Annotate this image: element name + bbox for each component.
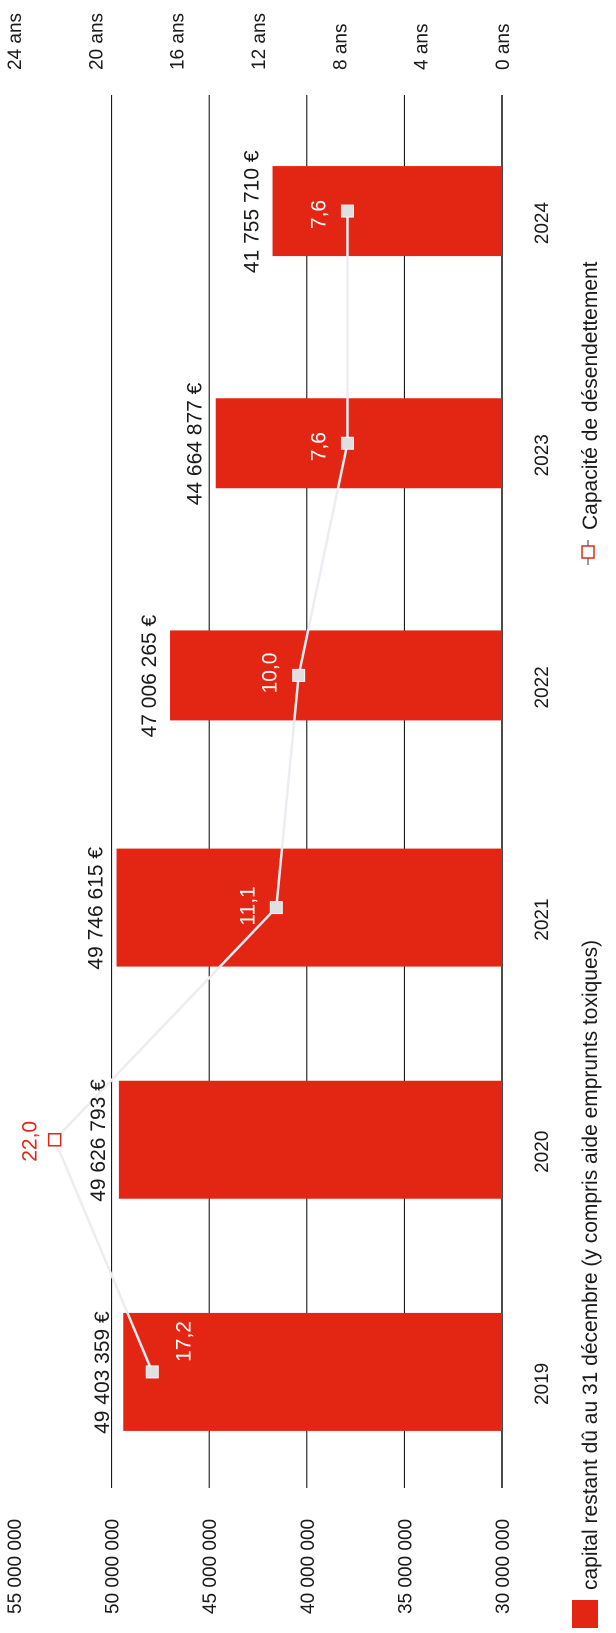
line-path xyxy=(53,211,349,1373)
line-value-label: 7,6 xyxy=(307,200,330,229)
bar-2020 xyxy=(118,1080,502,1199)
grid xyxy=(111,95,503,1488)
line-marker-2021 xyxy=(269,901,283,915)
bar-value-label: 47 006 265 € xyxy=(138,614,161,737)
left-axis-tick-label: 30 000 000 xyxy=(493,1519,514,1614)
bars xyxy=(116,166,502,1431)
line-marker-2024 xyxy=(340,204,354,218)
right-axis-tick-label: 20 ans xyxy=(86,13,107,70)
right-axis-tick-label: 12 ans xyxy=(249,13,270,70)
category-label: 2024 xyxy=(532,202,553,245)
category-label: 2023 xyxy=(532,434,553,476)
category-label: 2020 xyxy=(532,1131,553,1173)
legend-line-label: Capacité de désendettement xyxy=(579,261,602,530)
line-value-label: 17,2 xyxy=(172,1321,195,1362)
line-marker-2020 xyxy=(47,1133,62,1147)
category-label: 2022 xyxy=(532,666,553,708)
category-label: 2019 xyxy=(532,1363,553,1405)
line-value-label: 11,1 xyxy=(236,886,259,925)
left-axis-tick-label: 50 000 000 xyxy=(103,1519,124,1614)
line-value-label: 7,6 xyxy=(307,432,330,461)
bar-value-label: 49 746 615 € xyxy=(85,847,108,970)
category-label: 2021 xyxy=(532,898,553,940)
bar-value-label: 44 664 877 € xyxy=(184,382,207,505)
line-value-label: 22,0 xyxy=(19,1121,42,1162)
bar-2019 xyxy=(123,1312,502,1431)
bar-2023 xyxy=(215,398,502,489)
legend-bar-swatch xyxy=(572,1600,598,1628)
left-axis-tick-label: 40 000 000 xyxy=(298,1519,319,1614)
bar-value-label: 49 403 359 € xyxy=(91,1311,114,1434)
legend-bar-label: capital restant dû au 31 décembre (y com… xyxy=(579,940,602,1590)
line-value-label: 10,0 xyxy=(259,653,282,694)
left-axis-tick-label: 35 000 000 xyxy=(395,1519,416,1614)
right-axis-tick-label: 16 ans xyxy=(168,13,189,70)
right-axis-tick-label: 0 ans xyxy=(493,24,514,70)
line-marker-2019 xyxy=(145,1365,159,1379)
right-axis-tick-label: 8 ans xyxy=(330,24,351,70)
right-axis-tick-label: 24 ans xyxy=(5,13,26,70)
line-series xyxy=(47,204,354,1379)
bar-value-label: 49 626 793 € xyxy=(87,1079,110,1202)
bar-2024 xyxy=(272,166,502,257)
right-axis-tick-label: 4 ans xyxy=(412,24,433,70)
bar-value-label: 41 755 710 € xyxy=(241,150,264,273)
left-axis-tick-label: 55 000 000 xyxy=(5,1519,26,1614)
line-marker-2022 xyxy=(292,668,306,682)
bar-2021 xyxy=(116,848,502,967)
labels: 30 000 000 35 000 000 40 000 000 45 000 000… xyxy=(5,13,553,1614)
legend: capital restant dû au 31 décembre (y com… xyxy=(572,261,602,1628)
left-axis-tick-label: 45 000 000 xyxy=(200,1519,221,1614)
legend-line-marker xyxy=(581,545,595,559)
bar-2022 xyxy=(170,630,502,721)
line-marker-2023 xyxy=(340,436,354,450)
